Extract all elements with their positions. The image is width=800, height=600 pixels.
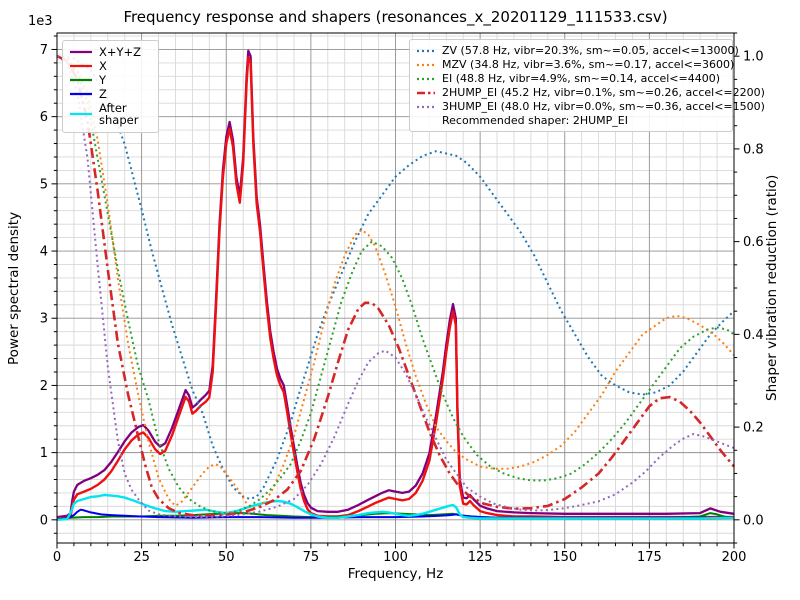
legend-line-swatch <box>69 47 93 57</box>
series-2HUMP_EI-curve <box>56 55 735 517</box>
series-Z-curve <box>56 508 734 521</box>
legend-item: 2HUMP_EI (45.2 Hz, vibr=0.1%, sm~=0.26, … <box>416 86 765 100</box>
legend-item-label: ZV (57.8 Hz, vibr=20.3%, sm~=0.05, accel… <box>442 44 739 58</box>
series-X-curve <box>56 56 734 520</box>
legend-item: Recommended shaper: 2HUMP_EI <box>416 113 726 127</box>
legend-line-swatch <box>416 46 436 56</box>
axis-ticks <box>51 32 740 549</box>
y-left-tick-label: 7 <box>40 43 48 58</box>
legend-line-swatch <box>416 74 436 84</box>
legend-item-label: Y <box>99 72 107 87</box>
series-curves <box>56 49 735 521</box>
legend-item-label: Z <box>99 86 107 101</box>
y-axis-offset-text: 1e3 <box>28 14 53 29</box>
y-left-tick-label: 2 <box>40 379 48 394</box>
legend-line-swatch <box>69 75 93 85</box>
legend-item-label: 2HUMP_EI (45.2 Hz, vibr=0.1%, sm~=0.26, … <box>442 86 765 100</box>
legend-shapers: ZV (57.8 Hz, vibr=20.3%, sm~=0.05, accel… <box>409 39 765 133</box>
y-left-tick-label: 4 <box>40 245 48 260</box>
x-tick-label: 0 <box>53 550 61 565</box>
legend-line-swatch <box>416 102 436 112</box>
y-left-tick-label: 6 <box>40 110 48 125</box>
x-tick-label: 50 <box>218 550 235 565</box>
legend-line-swatch <box>69 89 93 99</box>
grid-minor <box>57 33 734 543</box>
y-right-tick-label: 0.2 <box>743 421 764 436</box>
x-axis-label: Frequency, Hz <box>347 566 444 582</box>
y-right-tick-label: 0.8 <box>743 142 764 157</box>
legend-line-swatch <box>416 88 436 98</box>
series-EI-curve <box>56 55 735 514</box>
legend-item-label: After shaper <box>99 100 139 128</box>
y-axis-label-left: Power spectral density <box>6 211 22 365</box>
legend-item: Z <box>69 86 152 101</box>
legend-item-label: X+Y+Z <box>99 45 142 59</box>
chart-title: Frequency response and shapers (resonanc… <box>123 8 668 26</box>
legend-line-swatch <box>416 60 436 70</box>
x-tick-label: 200 <box>722 550 747 565</box>
y-left-tick-label: 1 <box>40 446 48 461</box>
legend-item: X <box>69 58 152 73</box>
legend-item-label: 3HUMP_EI (48.0 Hz, vibr=0.0%, sm~=0.36, … <box>442 100 765 113</box>
y-axis-label-right: Shaper vibration reduction (ratio) <box>764 174 780 402</box>
tick-labels: 0 25 50 75 100 125 150 175 200 0 1 2 3 4 5 6 7 0.0 0.2 0.4 0… <box>40 43 764 565</box>
y-left-tick-label: 3 <box>40 312 48 327</box>
legend-item: EI (48.8 Hz, vibr=4.9%, sm~=0.14, accel<… <box>416 72 726 86</box>
legend-item-label: X <box>99 58 107 73</box>
y-right-tick-label: 0.4 <box>743 328 764 343</box>
legend-line-swatch <box>69 61 93 71</box>
y-left-tick-label: 5 <box>40 177 48 192</box>
legend-item: ZV (57.8 Hz, vibr=20.3%, sm~=0.05, accel… <box>416 44 739 58</box>
y-right-tick-label: 1.0 <box>743 50 764 65</box>
x-tick-label: 175 <box>637 550 662 565</box>
legend-item: 3HUMP_EI (48.0 Hz, vibr=0.0%, sm~=0.36, … <box>416 100 765 114</box>
legend-item: After shaper <box>69 100 152 128</box>
series-After-curve <box>56 493 735 521</box>
legend-item: Y <box>69 72 152 87</box>
x-tick-label: 125 <box>468 550 493 565</box>
legend-line-swatch <box>69 109 93 119</box>
x-tick-label: 25 <box>133 550 150 565</box>
y-right-tick-label: 0.0 <box>743 513 764 528</box>
y-right-tick-label: 0.6 <box>743 235 764 250</box>
x-tick-label: 150 <box>552 550 577 565</box>
x-tick-label: 75 <box>303 550 320 565</box>
legend-item-label: MZV (34.8 Hz, vibr=3.6%, sm~=0.17, accel… <box>442 58 735 72</box>
legend-item-label: EI (48.8 Hz, vibr=4.9%, sm~=0.14, accel<… <box>442 72 720 86</box>
legend-item: MZV (34.8 Hz, vibr=3.6%, sm~=0.17, accel… <box>416 58 734 72</box>
x-tick-label: 100 <box>383 550 408 565</box>
legend-item: X+Y+Z <box>69 46 152 59</box>
legend-item-label: Recommended shaper: 2HUMP_EI <box>442 113 628 127</box>
y-left-tick-label: 0 <box>40 513 48 528</box>
legend-psd: X+Y+Z X Y Z After shaper <box>62 40 159 134</box>
